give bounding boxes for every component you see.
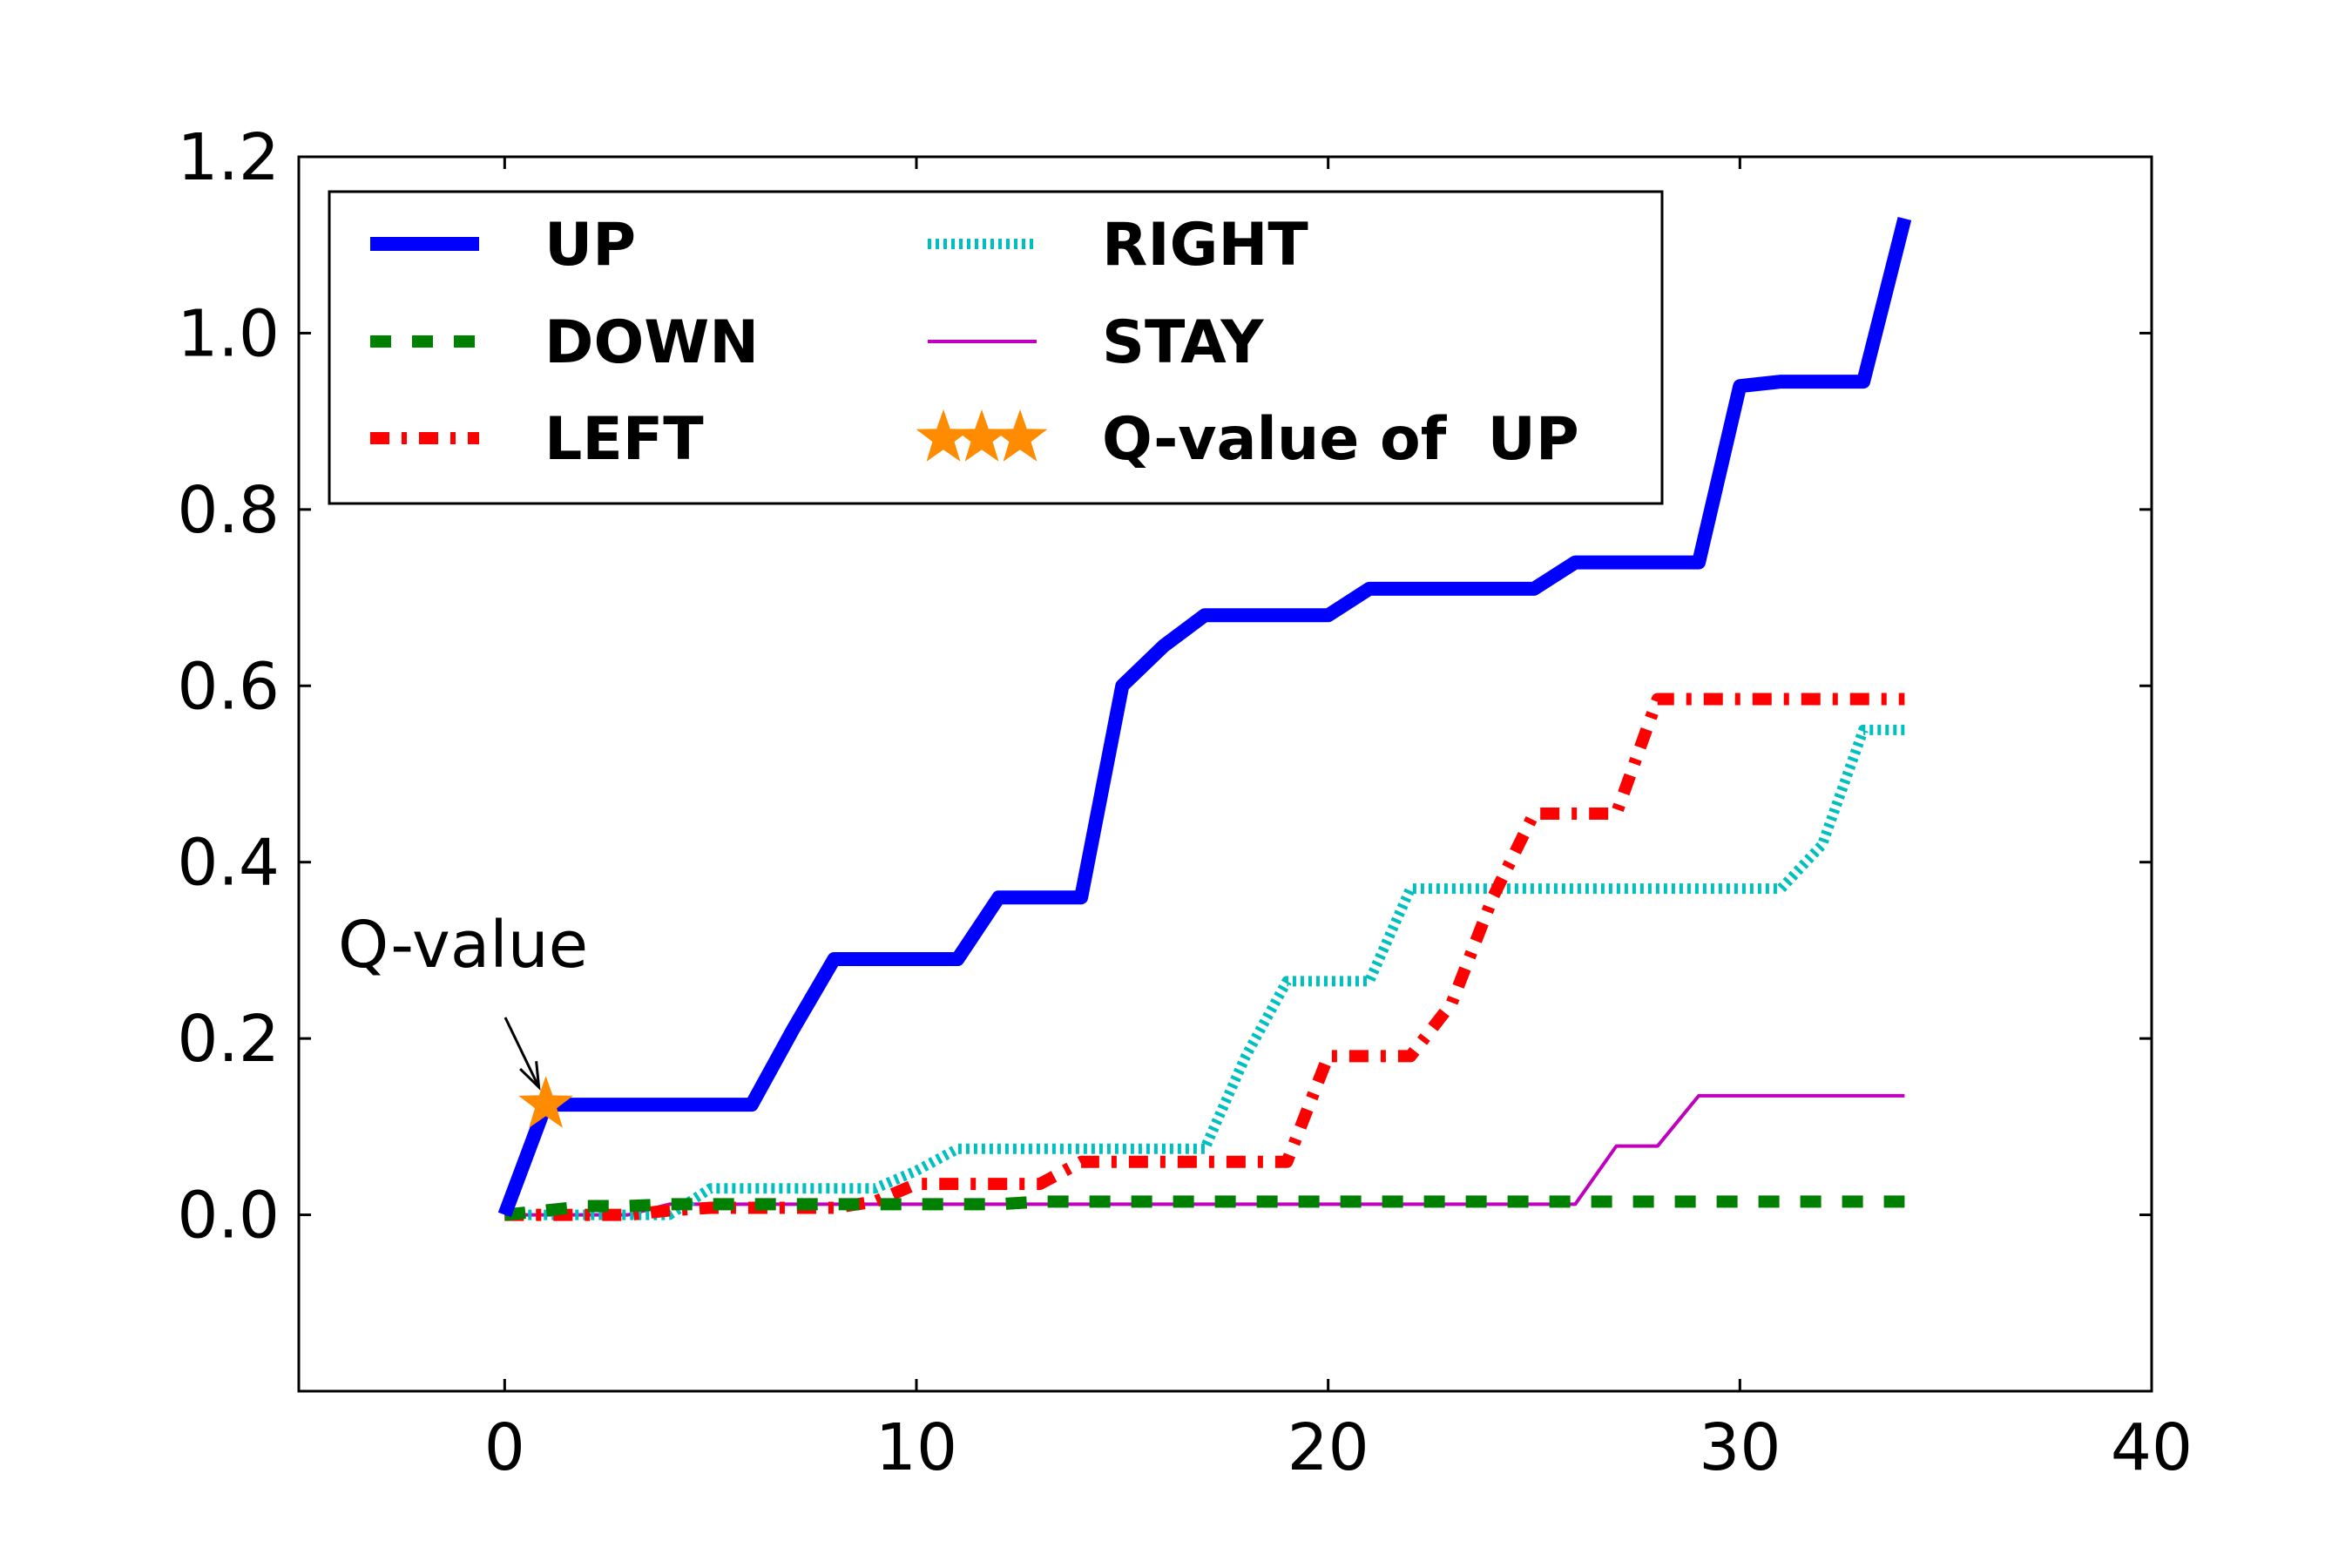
annotation-label: Q-value bbox=[338, 908, 588, 983]
series-layer bbox=[497, 216, 1912, 1221]
y-tick-label: 0.0 bbox=[177, 1179, 280, 1254]
series-line-left bbox=[504, 693, 1905, 1221]
annotation-arrow-head bbox=[519, 1061, 541, 1092]
q-value-star-marker bbox=[518, 1076, 573, 1128]
marker-layer bbox=[518, 1076, 573, 1128]
x-tick-label: 40 bbox=[2111, 1410, 2193, 1485]
legend-box bbox=[328, 190, 1664, 505]
series-line-up bbox=[497, 216, 1912, 1218]
legend-label-down: DOWN bbox=[544, 308, 759, 377]
legend-label-left: LEFT bbox=[544, 405, 704, 474]
x-tick-label: 30 bbox=[1699, 1410, 1781, 1485]
series-line-stay bbox=[504, 1093, 1905, 1217]
series-line-right bbox=[504, 724, 1905, 1220]
legend-star-icon bbox=[992, 409, 1048, 462]
x-tick-label: 20 bbox=[1288, 1410, 1369, 1485]
y-tick-label: 1.0 bbox=[177, 296, 280, 371]
y-tick-label: 0.4 bbox=[177, 826, 280, 901]
x-tick-label: 0 bbox=[484, 1410, 525, 1485]
legend: UP DOWN LEFT RIGHT STAY Q-value of UP bbox=[328, 190, 1664, 505]
x-tick-label: 10 bbox=[875, 1410, 957, 1485]
legend-label-right: RIGHT bbox=[1102, 211, 1308, 280]
legend-label-up: UP bbox=[544, 211, 636, 280]
tick-layer: 0 10 20 30 40 0.0 0.2 0.4 0.6 0.8 1.0 1.2 bbox=[177, 120, 2193, 1485]
y-tick-label: 1.2 bbox=[177, 120, 280, 195]
annotation-arrow-line bbox=[504, 1017, 540, 1088]
y-tick-label: 0.6 bbox=[177, 649, 280, 724]
y-tick-label: 0.8 bbox=[177, 473, 280, 548]
legend-label-q-value-of-up: Q-value of UP bbox=[1102, 405, 1579, 474]
y-tick-label: 0.2 bbox=[177, 1002, 280, 1077]
annotation-layer: Q-value bbox=[338, 908, 588, 1092]
legend-label-stay: STAY bbox=[1102, 308, 1264, 377]
plot-frame bbox=[297, 155, 2153, 1393]
